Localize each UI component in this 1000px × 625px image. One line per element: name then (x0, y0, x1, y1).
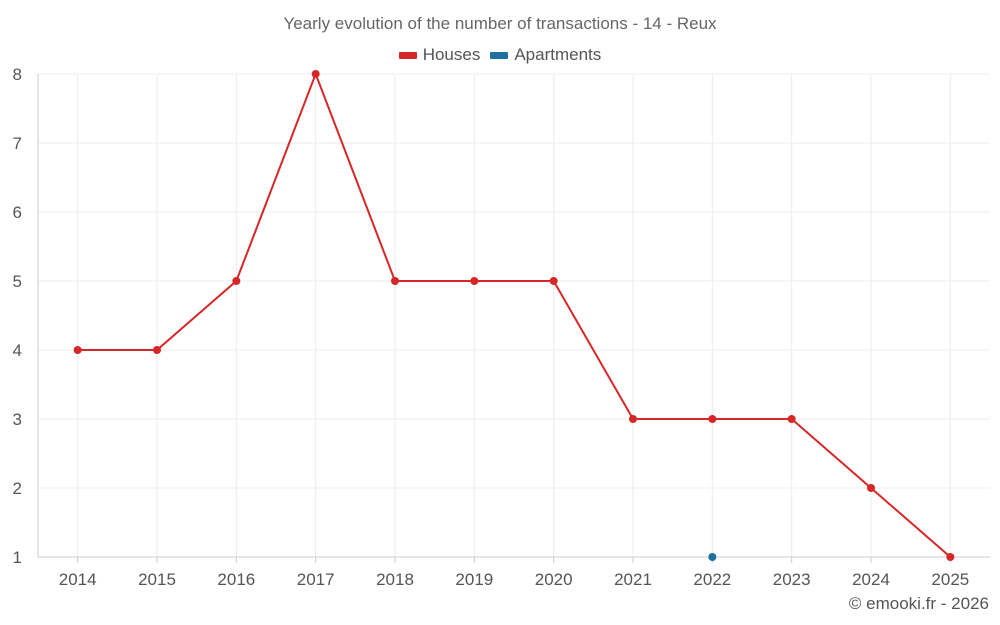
data-point-houses[interactable] (946, 553, 955, 561)
y-tick-label: 1 (13, 548, 22, 567)
data-point-houses[interactable] (708, 415, 717, 423)
legend-swatch-apartments (490, 51, 509, 59)
x-tick-label: 2017 (297, 570, 335, 589)
y-tick-label: 3 (13, 410, 22, 429)
grid (38, 73, 990, 558)
x-tick-label: 2023 (773, 570, 811, 589)
x-tick-label: 2024 (852, 570, 890, 589)
data-point-apartments[interactable] (708, 553, 717, 561)
data-point-houses[interactable] (787, 415, 796, 423)
data-point-houses[interactable] (153, 346, 161, 354)
data-point-houses[interactable] (470, 277, 479, 285)
y-tick-label: 7 (13, 134, 22, 153)
legend-label-apartments: Apartments (514, 45, 602, 64)
y-tick-label: 5 (13, 272, 22, 291)
data-point-houses[interactable] (73, 346, 82, 354)
x-tick-label: 2015 (138, 570, 176, 589)
x-tick-label: 2022 (693, 570, 731, 589)
y-tick-label: 6 (13, 203, 22, 222)
data-point-houses[interactable] (391, 277, 399, 285)
x-tick-label: 2016 (217, 570, 255, 589)
series-layer (73, 70, 955, 561)
legend-item-houses[interactable]: Houses (398, 45, 481, 65)
x-tick-label: 2019 (455, 570, 493, 589)
credit-text: © emooki.fr - 2026 (848, 594, 989, 613)
y-tick-label: 2 (13, 479, 22, 498)
x-tick-label: 2018 (376, 570, 414, 589)
chart-title: Yearly evolution of the number of transa… (283, 14, 717, 33)
series-line-houses (77, 71, 951, 558)
data-point-houses[interactable] (867, 484, 875, 492)
data-point-houses[interactable] (311, 70, 320, 78)
x-tick-label: 2020 (535, 570, 573, 589)
legend-swatch-houses (398, 51, 417, 59)
x-tick-label: 2014 (59, 570, 97, 589)
chart-legend: Houses Apartments (0, 45, 1000, 65)
data-point-houses[interactable] (629, 415, 637, 423)
y-tick-label: 8 (13, 65, 22, 84)
legend-item-apartments[interactable]: Apartments (490, 45, 601, 65)
x-tick-label: 2021 (614, 570, 652, 589)
data-point-houses[interactable] (232, 277, 241, 285)
data-point-houses[interactable] (549, 277, 558, 285)
y-tick-label: 4 (13, 341, 22, 360)
axes: 1 2 3 4 5 6 7 8 2014 2015 2016 2017 2018 2019 2020 2021… (13, 65, 990, 589)
x-tick-label: 2025 (931, 570, 969, 589)
legend-label-houses: Houses (422, 45, 481, 64)
